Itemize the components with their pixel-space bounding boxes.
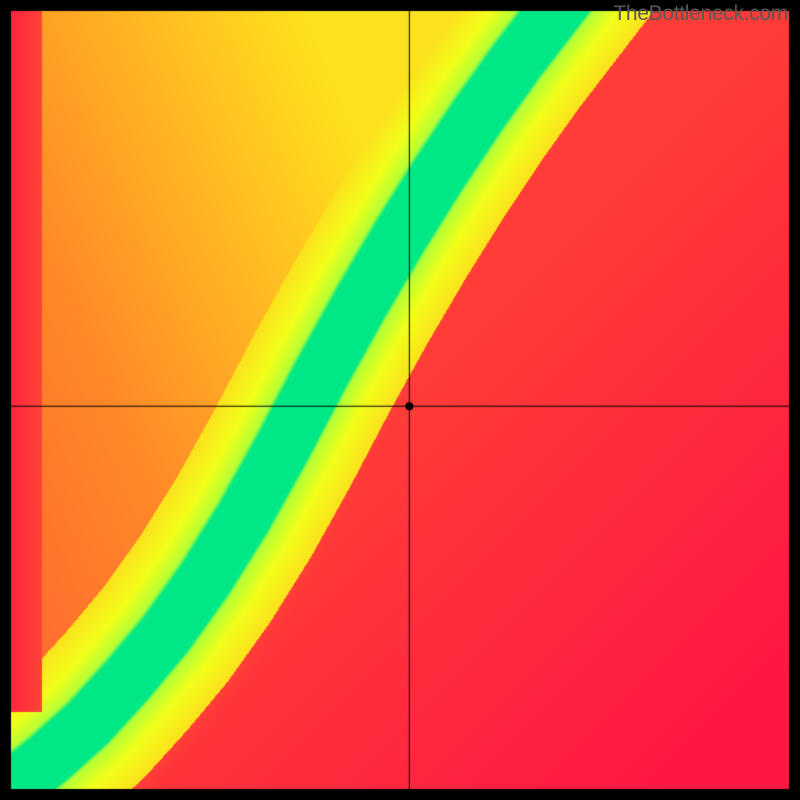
chart-container: TheBottleneck.com	[0, 0, 800, 800]
bottleneck-heatmap	[0, 0, 800, 800]
watermark-text: TheBottleneck.com	[613, 2, 788, 26]
